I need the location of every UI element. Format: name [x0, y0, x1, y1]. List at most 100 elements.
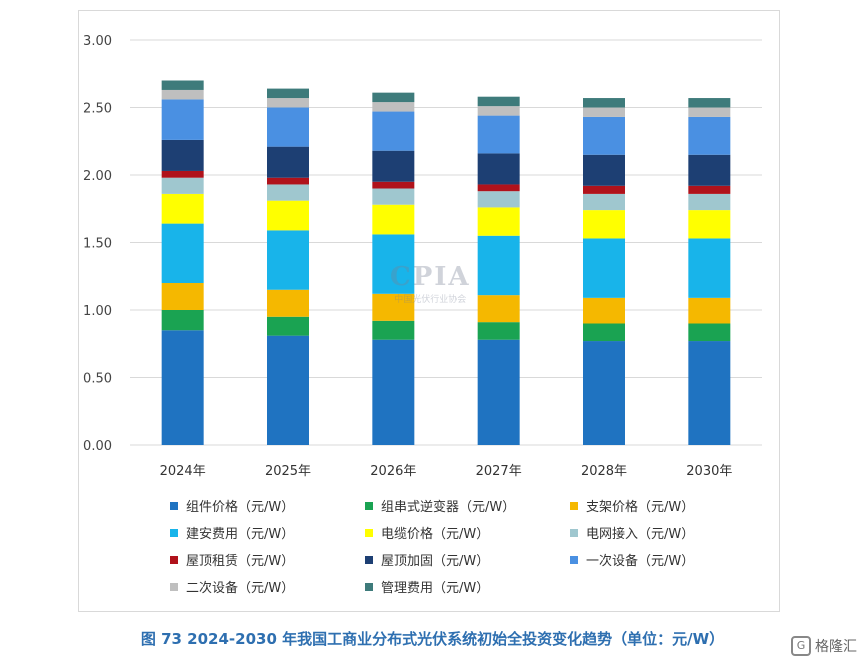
- logo-text: 格隆汇: [815, 639, 857, 655]
- bar-segment: [267, 230, 309, 290]
- legend-item: 电缆价格（元/W）: [365, 523, 489, 542]
- bar-segment: [477, 322, 520, 340]
- legend-swatch: [570, 528, 578, 537]
- bar-segment: [477, 235, 520, 296]
- x-tick-label: 2027年: [476, 464, 522, 479]
- bar-segment: [372, 320, 415, 340]
- legend-item: 电网接入（元/W）: [570, 523, 694, 542]
- bar-segment: [477, 295, 520, 323]
- bar-segment: [477, 339, 520, 445]
- bar-segment: [583, 107, 625, 117]
- figure-caption: 图 73 2024-2030 年我国工商业分布式光伏系统初始全投资变化趋势（单位…: [140, 630, 725, 648]
- bar-segment: [161, 283, 204, 310]
- bar-segment: [583, 210, 625, 239]
- bar-segment: [161, 310, 204, 331]
- legend-label: 二次设备（元/W）: [186, 581, 295, 596]
- legend-swatch: [365, 528, 373, 537]
- y-tick-label: 2.50: [83, 102, 112, 117]
- bar-segment: [161, 177, 204, 194]
- y-tick-label: 1.50: [83, 237, 112, 252]
- bar-segment: [372, 92, 415, 103]
- bar-segment: [583, 341, 625, 445]
- legend-item: 组串式逆变器（元/W）: [365, 496, 515, 515]
- legend-label: 电缆价格（元/W）: [381, 527, 490, 542]
- bar-segment: [267, 335, 309, 445]
- gelonghui-icon: G: [791, 636, 811, 656]
- x-tick-label: 2028年: [581, 464, 627, 479]
- bar-segment: [267, 107, 309, 147]
- x-tick-label: 2030年: [686, 464, 732, 479]
- legend-swatch: [570, 555, 578, 564]
- bar-segment: [688, 238, 731, 298]
- bar-segment: [267, 316, 309, 336]
- bar-segment: [372, 181, 415, 189]
- bar-segment: [477, 153, 520, 185]
- bar-segment: [161, 170, 204, 178]
- cpia-watermark: CPIA 中国光伏行业协会: [390, 262, 471, 305]
- bar-segment: [161, 80, 204, 90]
- bar-segment: [688, 323, 731, 342]
- bar-segment: [161, 139, 204, 171]
- y-tick-label: 3.00: [83, 34, 112, 49]
- legend-swatch: [170, 528, 178, 537]
- bar-segment: [161, 193, 204, 224]
- bar-segment: [267, 200, 309, 231]
- bar-segment: [161, 330, 204, 445]
- bar-segment: [372, 339, 415, 445]
- bar-segment: [688, 341, 731, 445]
- bar-segment: [688, 154, 731, 186]
- legend-item: 管理费用（元/W）: [365, 577, 489, 596]
- legend-swatch: [365, 555, 373, 564]
- legend-item: 屋顶加固（元/W）: [365, 550, 489, 569]
- x-tick-label: 2025年: [265, 464, 311, 479]
- bar-segment: [583, 98, 625, 108]
- legend-label: 组串式逆变器（元/W）: [381, 500, 516, 515]
- legend-item: 一次设备（元/W）: [570, 550, 694, 569]
- bar-segment: [583, 116, 625, 155]
- bar-segment: [161, 223, 204, 283]
- bar-segment: [267, 184, 309, 201]
- bar-segment: [372, 102, 415, 112]
- bar-segment: [372, 188, 415, 205]
- legend-swatch: [170, 582, 178, 591]
- bar-segment: [267, 177, 309, 185]
- bar-segment: [161, 89, 204, 100]
- legend-label: 组件价格（元/W）: [186, 500, 295, 515]
- bar-segment: [477, 184, 520, 192]
- bar-segment: [161, 99, 204, 140]
- legend-swatch: [170, 501, 178, 510]
- watermark-logo-text: CPIA: [390, 262, 471, 292]
- bar-segment: [688, 185, 731, 194]
- legend-swatch: [365, 501, 373, 510]
- bar-segment: [267, 146, 309, 178]
- bar-segment: [477, 115, 520, 154]
- bar-segment: [477, 191, 520, 208]
- legend-item: 支架价格（元/W）: [570, 496, 694, 515]
- legend-label: 支架价格（元/W）: [586, 500, 695, 515]
- bar-segment: [583, 154, 625, 186]
- legend-label: 管理费用（元/W）: [381, 581, 490, 596]
- legend-swatch: [365, 582, 373, 591]
- legend-item: 建安费用（元/W）: [170, 523, 294, 542]
- bar-segment: [583, 193, 625, 211]
- bar-segment: [477, 106, 520, 116]
- legend-label: 屋顶加固（元/W）: [381, 554, 490, 569]
- bar-segment: [688, 193, 731, 211]
- bar-segment: [688, 297, 731, 324]
- legend-item: 二次设备（元/W）: [170, 577, 294, 596]
- legend-label: 一次设备（元/W）: [586, 554, 695, 569]
- legend-item: 组件价格（元/W）: [170, 496, 294, 515]
- bar-segment: [583, 297, 625, 324]
- bar-segment: [372, 234, 415, 294]
- bar-segment: [372, 111, 415, 151]
- bar-segment: [688, 107, 731, 117]
- y-tick-label: 0.00: [83, 439, 112, 454]
- bar-segment: [372, 150, 415, 182]
- legend-label: 电网接入（元/W）: [586, 527, 695, 542]
- bar-segment: [688, 116, 731, 155]
- bar-segment: [583, 185, 625, 194]
- bar-segment: [477, 96, 520, 107]
- legend-swatch: [170, 555, 178, 564]
- bar-segment: [372, 204, 415, 235]
- gelonghui-logo: G 格隆汇: [791, 636, 857, 656]
